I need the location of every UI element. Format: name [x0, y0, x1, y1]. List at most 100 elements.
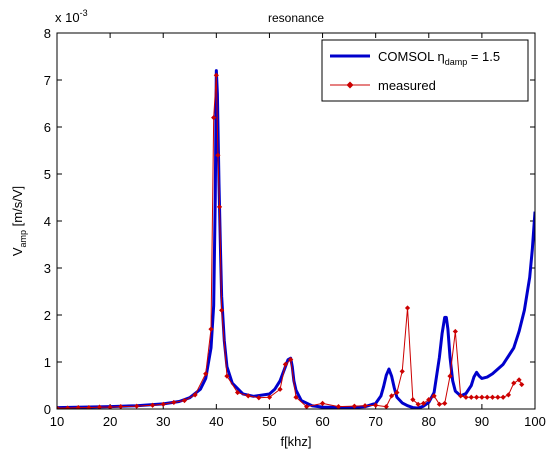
x-tick-label: 80 [422, 414, 436, 429]
plot-frame [56, 32, 536, 410]
measured-point [319, 400, 326, 406]
measured-point [134, 403, 140, 409]
y-tick-label: 5 [44, 167, 51, 182]
measured-point [219, 307, 225, 313]
measured-point [495, 394, 501, 400]
svg-text:x 10-3: x 10-3 [55, 8, 88, 25]
measured-point [215, 152, 221, 158]
y-axis-label-sub: amp [18, 230, 28, 248]
y-tick-label: 2 [44, 308, 51, 323]
y-tick-label: 4 [44, 214, 51, 229]
measured-point [304, 404, 310, 409]
measured-point [65, 405, 71, 409]
axis-ticks: 10 20 30 40 50 60 70 80 90 100 0 1 2 3 4 5 6 7 8 [44, 26, 546, 429]
measured-point [213, 72, 219, 78]
measured-point [463, 394, 469, 400]
measured-point [224, 373, 230, 379]
x-tick-label: 60 [315, 414, 329, 429]
measured-point [208, 326, 214, 332]
measured-point [150, 402, 156, 408]
x-tick-label: 10 [50, 414, 64, 429]
series-group [57, 69, 535, 409]
measured-point [216, 204, 223, 210]
measured-point [394, 389, 400, 396]
y-tick-label: 8 [44, 26, 51, 41]
measured-point [107, 404, 113, 409]
measured-point [266, 394, 273, 400]
x-tick-label: 100 [524, 414, 546, 429]
y-axis-label-unit: [m/s/V] [10, 186, 25, 230]
measured-point [452, 328, 458, 335]
x-tick-label: 20 [103, 414, 117, 429]
measured-point [351, 403, 358, 409]
measured-point [171, 399, 177, 406]
legend-label-comsol: COMSOL ηdamp = 1.5 [378, 49, 500, 67]
measured-point [211, 115, 217, 121]
y-axis-label: Vamp [m/s/V] [10, 186, 28, 256]
measured-point [431, 393, 437, 399]
measured-point [484, 394, 490, 400]
measured-point [234, 389, 241, 396]
measured-point [57, 405, 60, 409]
measured-point [362, 403, 368, 409]
measured-point [410, 397, 416, 403]
x-tick-label: 70 [368, 414, 382, 429]
measured-point [160, 401, 166, 407]
measured-point [373, 402, 379, 408]
measured-point [447, 373, 453, 379]
measured-point [468, 394, 474, 400]
measured-point [511, 380, 517, 386]
x-tick-label: 90 [475, 414, 489, 429]
legend-marker-measured [346, 81, 354, 89]
measured-point [256, 395, 262, 401]
x-tick-label: 50 [262, 414, 276, 429]
measured-point [399, 368, 405, 374]
measured-point [500, 394, 506, 400]
exponent-power: -3 [80, 8, 88, 18]
measured-point [479, 394, 485, 400]
y-tick-label: 1 [44, 355, 51, 370]
measured-point [181, 397, 188, 404]
measured-point [277, 386, 283, 392]
measured-point [282, 361, 288, 367]
chart-title: resonance [268, 11, 324, 25]
exponent-base: x 10 [55, 10, 80, 25]
measured-point [383, 404, 389, 409]
measured-point [118, 404, 124, 409]
measured-point [426, 397, 432, 403]
legend: COMSOL ηdamp = 1.5 measured [321, 39, 529, 102]
measured-point [420, 400, 427, 406]
measured-point [442, 400, 448, 406]
measured-point [389, 393, 395, 399]
x-tick-label: 30 [156, 414, 170, 429]
measured-point [519, 381, 525, 388]
measured-point [96, 404, 103, 409]
measured-point [245, 393, 251, 399]
y-exponent-label: x 10-3 [55, 8, 88, 25]
measured-point [288, 357, 294, 363]
measured-point [203, 371, 209, 377]
measured-point [473, 394, 480, 400]
measured-point [192, 392, 198, 398]
y-tick-label: 6 [44, 120, 51, 135]
y-tick-label: 0 [44, 402, 51, 417]
x-axis-label: f[khz] [280, 434, 311, 449]
measured-point [75, 404, 81, 409]
measured-point [415, 401, 421, 407]
measured-point [335, 404, 342, 409]
x-tick-label: 40 [209, 414, 223, 429]
legend-box [321, 39, 529, 102]
measured-point [86, 404, 92, 409]
measured-point [489, 394, 496, 400]
measured-point [458, 393, 464, 399]
measured-point [404, 305, 411, 311]
y-axis-label-main: V [10, 247, 25, 256]
y-tick-label: 3 [44, 261, 51, 276]
series-layer [57, 69, 535, 409]
measured-point [436, 401, 442, 407]
measured-point [505, 392, 512, 398]
legend-label-measured: measured [378, 78, 436, 93]
measured-point [516, 377, 522, 383]
y-tick-label: 7 [44, 73, 51, 88]
